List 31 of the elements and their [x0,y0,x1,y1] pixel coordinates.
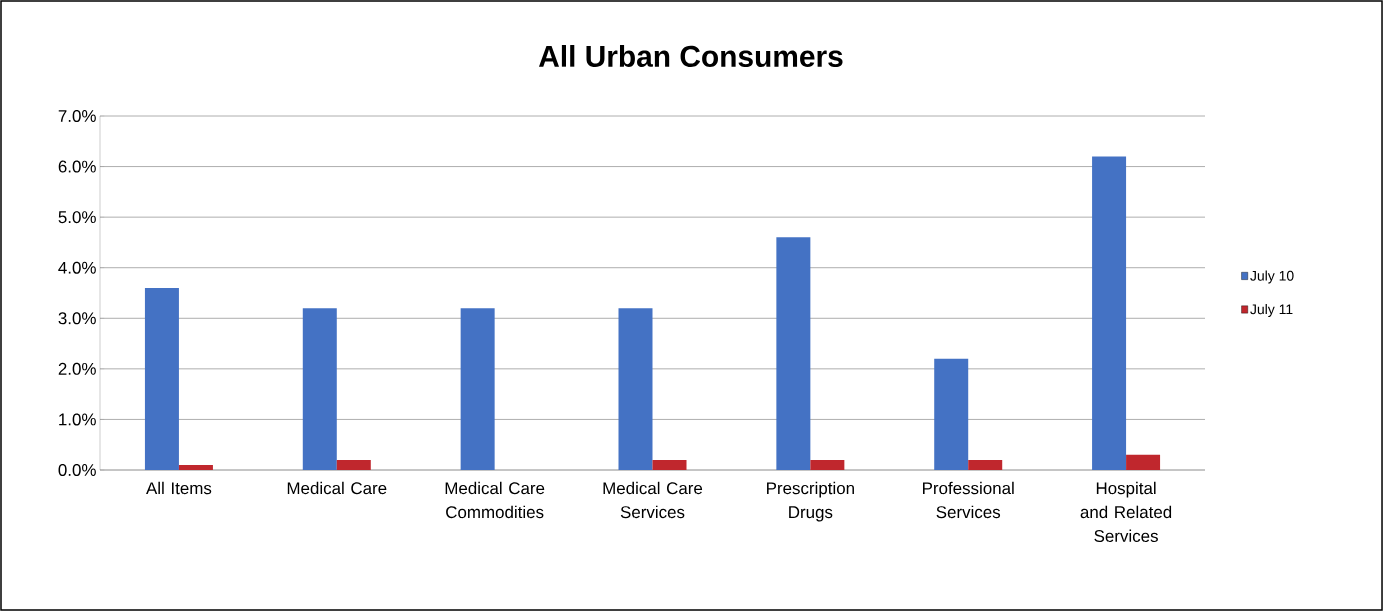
bar [144,287,179,470]
x-tick-label: Medical Care [287,481,387,495]
bar [618,308,653,470]
bar [460,308,495,470]
y-tick-label: 3.0% [58,312,96,325]
x-tick-label: Medical Care Services [603,481,703,519]
y-tick-label: 4.0% [58,261,96,274]
x-tick-label: All Items [146,481,212,495]
bar [302,308,337,470]
legend-label: July 11 [1250,303,1293,317]
legend-label: July 10 [1250,270,1294,284]
bar [810,459,845,470]
bar [1092,156,1127,470]
y-tick-label: 7.0% [58,110,96,122]
chart-title: All Urban Consumers [538,45,843,67]
bar [934,358,969,470]
bar [776,237,811,470]
bar [1126,454,1161,470]
bar [968,459,1003,470]
x-tick-label: Prescription Drugs [767,481,854,522]
x-tick-label: Hospital and Related Services [1080,481,1172,543]
y-tick-label: 2.0% [58,362,96,375]
bar [652,459,687,470]
y-tick-label: 1.0% [59,413,96,426]
x-tick-label: Professional Services [923,481,1014,519]
x-tick-label: Medical Care Commodities [445,481,545,519]
y-tick-label: 6.0% [58,160,96,173]
bar [336,459,371,470]
y-tick-label: 0.0% [58,464,96,476]
y-tick-label: 5.0% [58,211,96,224]
bar [178,464,213,470]
